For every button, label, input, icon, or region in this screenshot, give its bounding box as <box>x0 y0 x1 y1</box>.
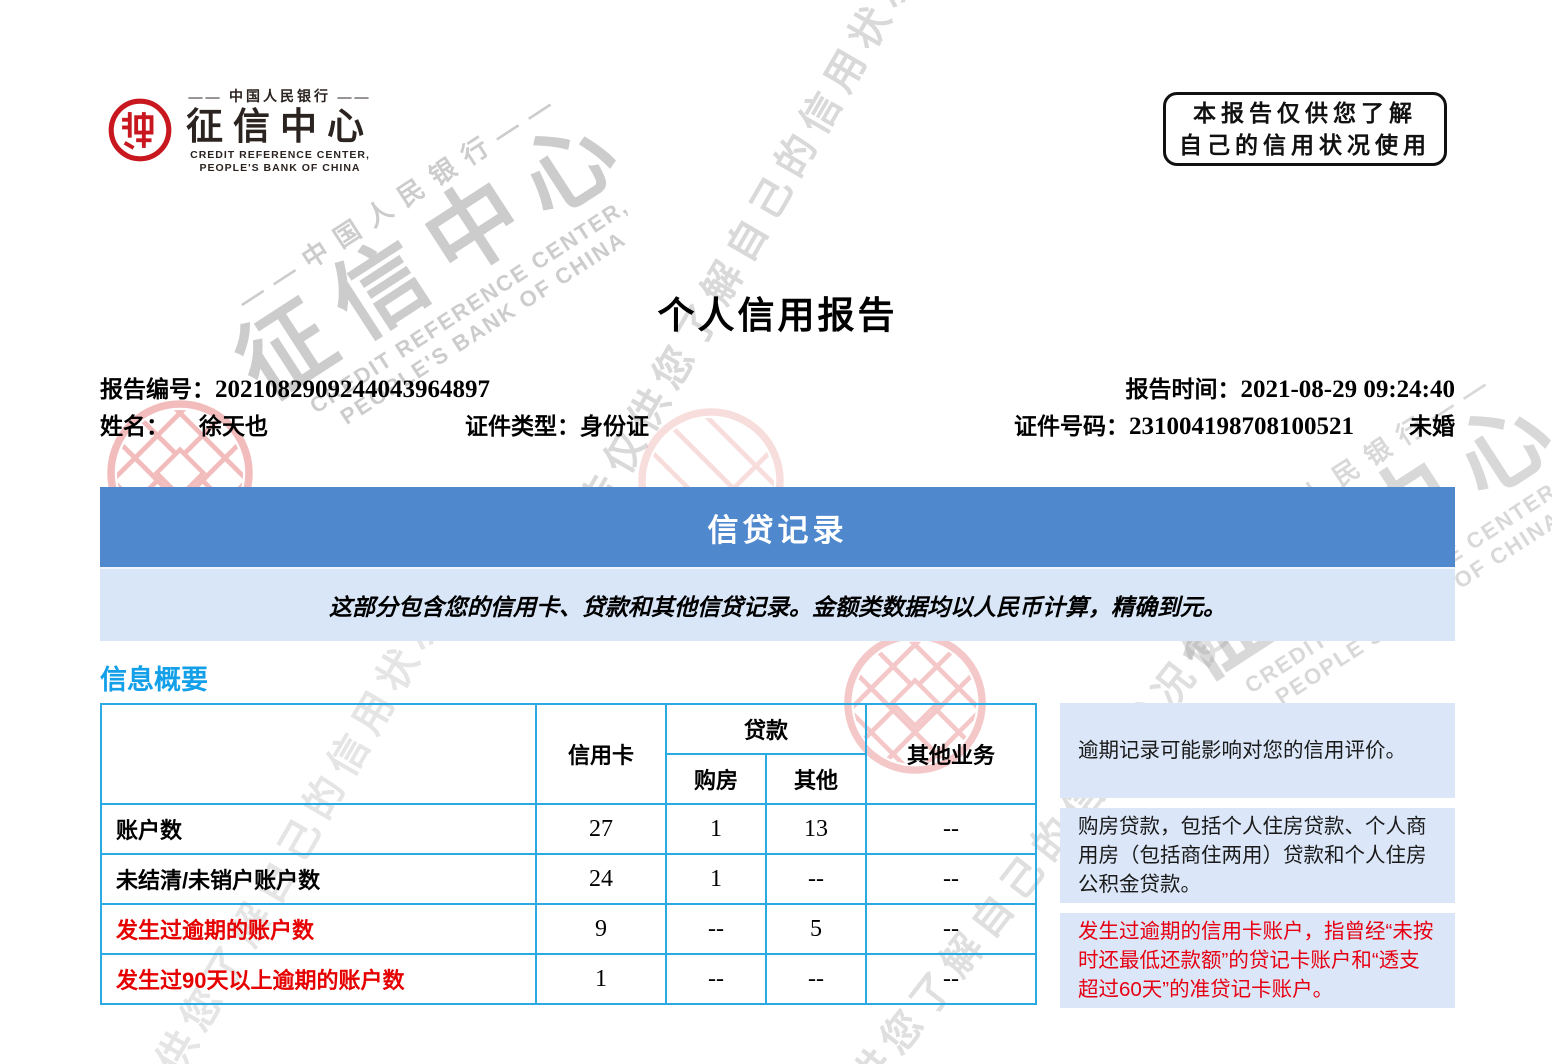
report-meta-line2: 姓名： 徐天也 证件类型：身份证 证件号码：231004198708100521 未… <box>100 407 1455 441</box>
cell-value: 9 <box>535 903 667 955</box>
cell-value: -- <box>765 853 867 905</box>
page-title: 个人信用报告 <box>657 295 898 336</box>
row-label: 发生过逾期的账户数 <box>100 903 537 955</box>
cell-value: -- <box>865 903 1037 955</box>
cell-value: -- <box>865 953 1037 1005</box>
bank-name: —— 中国人民银行 —— <box>188 90 372 105</box>
note-text: 购房贷款，包括个人住房贷款、个人商用房（包括商住两用）贷款和个人住房公积金贷款。 <box>1078 814 1427 897</box>
id-type-label: 证件类型： <box>465 413 580 439</box>
credit-record-intro-text: 这部分包含您的信用卡、贷款和其他信贷记录。金额类数据均以人民币计算，精确到元。 <box>329 594 1226 620</box>
summary-table-header-row2: 购房 其他 <box>101 753 1036 805</box>
report-time-label: 报告时间： <box>1125 376 1241 402</box>
header-other-business: 其他业务 <box>865 703 1037 805</box>
summary-heading: 信息概要 <box>100 665 208 695</box>
table-row-overdue-accounts: 发生过逾期的账户数 9 -- 5 -- <box>100 903 1037 955</box>
id-no-value: 231004198708100521 <box>1129 413 1354 440</box>
note-overdue-card-definition: 发生过逾期的信用卡账户，指曾经“未按时还最低还款额”的贷记卡账户和“透支超过60… <box>1060 913 1455 1008</box>
pbc-logo-text: —— 中国人民银行 —— 征信中心 CREDIT REFERENCE CENTE… <box>186 86 374 176</box>
table-row-accounts: 账户数 27 1 13 -- <box>100 803 1037 855</box>
credit-record-intro: 这部分包含您的信用卡、贷款和其他信贷记录。金额类数据均以人民币计算，精确到元。 <box>100 567 1455 641</box>
name-label: 姓名： <box>100 413 169 439</box>
cell-value: -- <box>665 953 767 1005</box>
credit-record-banner: 信贷记录 <box>100 487 1455 567</box>
id-no-label: 证件号码： <box>1014 413 1129 439</box>
cell-value: 1 <box>535 953 667 1005</box>
report-meta-line1: 报告编号：2021082909244043964897 报告时间：2021-08… <box>100 370 1455 404</box>
side-notes: 逾期记录可能影响对您的信用评价。 购房贷款，包括个人住房贷款、个人商用房（包括商… <box>1060 703 1455 1018</box>
cell-value: 1 <box>665 853 767 905</box>
english-name-line2: PEOPLE'S BANK OF CHINA <box>199 162 361 175</box>
row-label: 发生过90天以上逾期的账户数 <box>100 953 537 1005</box>
usage-notice-line1: 本报告仅供您了解 <box>1193 99 1417 126</box>
usage-notice-line2: 自己的信用状况使用 <box>1179 132 1431 158</box>
summary-table: 信用卡 贷款 其他业务 购房 其他 账户数 27 1 13 -- 未结清/未销户… <box>100 703 1037 1005</box>
name-value: 徐天也 <box>199 413 268 439</box>
cell-value: -- <box>665 903 767 955</box>
usage-notice-box: 本报告仅供您了解 自己的信用状况使用 <box>1163 92 1447 166</box>
cell-value: 27 <box>535 803 667 855</box>
row-label: 账户数 <box>100 803 537 855</box>
header-loan-other: 其他 <box>765 753 867 805</box>
summary-table-header-row1: 信用卡 贷款 其他业务 <box>100 703 1037 805</box>
cell-value: 24 <box>535 853 667 905</box>
table-row-overdue-90days: 发生过90天以上逾期的账户数 1 -- -- -- <box>100 953 1037 1005</box>
header-loan: 贷款 <box>665 703 867 755</box>
header-credit-card: 信用卡 <box>535 703 667 805</box>
cell-value: -- <box>765 953 867 1005</box>
marital-status: 未婚 <box>1409 413 1455 439</box>
table-row-open-accounts: 未结清/未销户账户数 24 1 -- -- <box>100 853 1037 905</box>
header-empty-cell <box>100 703 537 805</box>
cell-value: 13 <box>765 803 867 855</box>
cell-value: 1 <box>665 803 767 855</box>
cell-value: 5 <box>765 903 867 955</box>
note-house-loan-definition: 购房贷款，包括个人住房贷款、个人商用房（包括商住两用）贷款和个人住房公积金贷款。 <box>1060 808 1455 903</box>
credit-record-banner-title: 信贷记录 <box>707 512 848 548</box>
english-name-line1: CREDIT REFERENCE CENTER, <box>190 148 370 161</box>
report-no-value: 2021082909244043964897 <box>215 376 490 403</box>
cell-value: -- <box>865 803 1037 855</box>
note-text: 逾期记录可能影响对您的信用评价。 <box>1078 738 1406 762</box>
pbc-seal-icon <box>108 98 172 162</box>
note-text: 发生过逾期的信用卡账户，指曾经“未按时还最低还款额”的贷记卡账户和“透支超过60… <box>1078 919 1434 1002</box>
id-type-value: 身份证 <box>580 413 649 439</box>
note-overdue-impact: 逾期记录可能影响对您的信用评价。 <box>1060 703 1455 798</box>
header-loan-house: 购房 <box>665 753 767 805</box>
pbc-logo: —— 中国人民银行 —— 征信中心 CREDIT REFERENCE CENTE… <box>108 86 374 176</box>
credit-center-name: 征信中心 <box>186 106 374 147</box>
row-label: 未结清/未销户账户数 <box>100 853 537 905</box>
cell-value: -- <box>865 853 1037 905</box>
report-time-value: 2021-08-29 09:24:40 <box>1240 376 1455 403</box>
report-no-label: 报告编号： <box>100 376 215 402</box>
